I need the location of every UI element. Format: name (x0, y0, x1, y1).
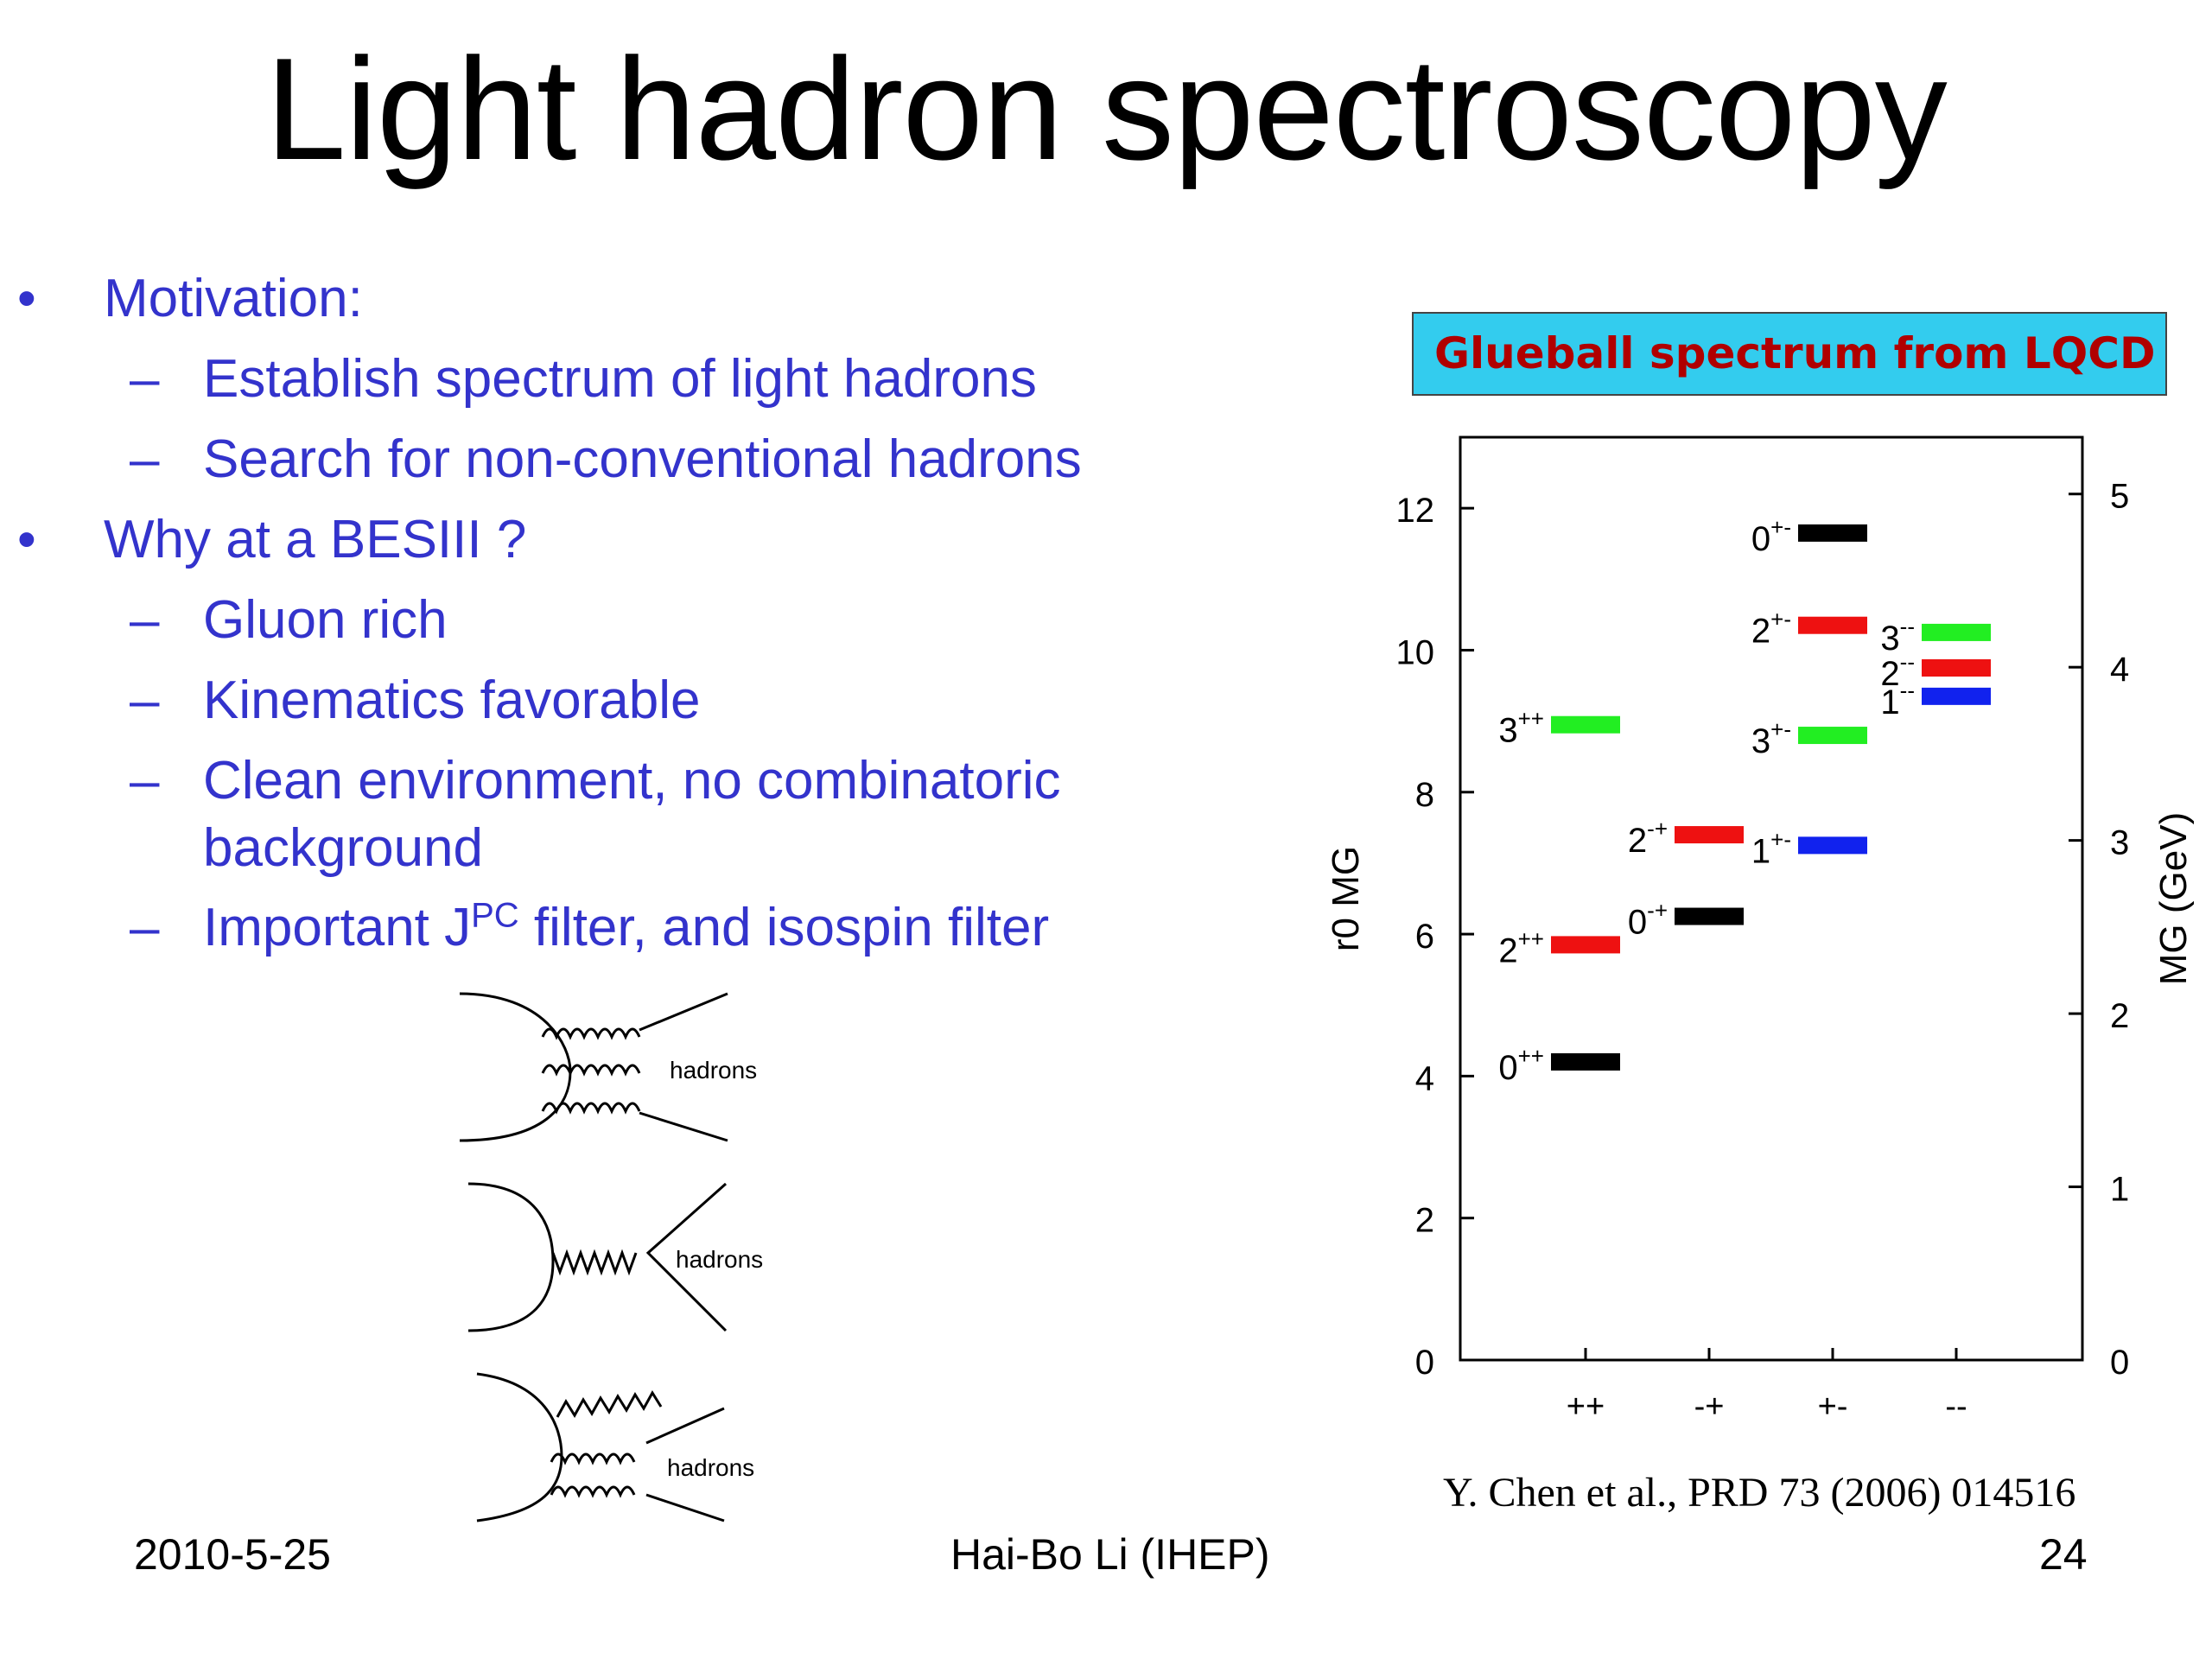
bullet-text: background (203, 818, 484, 878)
right-tick-label: 1 (2110, 1171, 2129, 1209)
bullet-text: Search for non-conventional hadrons (203, 429, 1082, 489)
right-tick-label: 4 (2110, 651, 2129, 689)
glueball-level-bar (1922, 659, 1991, 677)
category-labels: ++ -+ +- -- (1567, 1348, 1967, 1425)
gluon-lines (550, 1452, 636, 1498)
glueball-level-bar (1922, 687, 1991, 705)
outgoing-hadron-lines (645, 1182, 728, 1332)
right-tick-label: 0 (2110, 1344, 2129, 1382)
category-label: ++ (1567, 1389, 1605, 1425)
diagram-three-gluon (459, 992, 728, 1142)
photon-line (556, 1390, 663, 1418)
left-tick-label: 10 (1396, 633, 1435, 671)
outgoing-hadron-lines (645, 1407, 725, 1522)
footer-author: Hai-Bo Li (IHEP) (950, 1530, 1270, 1579)
photon-line (551, 1249, 638, 1276)
level-pc-superscript: +- (1770, 716, 1791, 742)
level-pc-superscript: -+ (1647, 816, 1668, 842)
hadrons-label: hadrons (667, 1454, 754, 1481)
bullet-marker: – (130, 349, 160, 409)
level-pc-superscript: -+ (1647, 898, 1668, 924)
diagram-photon (467, 1182, 728, 1332)
plot-frame (1459, 435, 2084, 1362)
chart-title-box: Glueball spectrum from LQCD (1412, 312, 2167, 396)
level-pc-superscript: +- (1770, 607, 1791, 632)
glueball-level-bar (1551, 1052, 1620, 1071)
glueball-chart: 0 2 4 6 8 10 12 0 1 2 3 4 5 ++ -+ +- -- 0 ++ 2 ++ 3 ++ 0 -+ 2 -… (1325, 435, 2195, 1425)
right-tick-label: 5 (2110, 478, 2129, 516)
hadrons-label: hadrons (670, 1057, 757, 1084)
level-pc-superscript: +- (1770, 514, 1791, 540)
bullet-marker: • (17, 269, 36, 328)
bullet-marker: – (130, 590, 160, 650)
left-axis-label: r0 MG (1325, 846, 1367, 951)
category-label: -+ (1694, 1389, 1725, 1425)
glueball-level-bar (1798, 524, 1867, 542)
left-tick-label: 12 (1396, 492, 1435, 530)
glueball-level-bar (1551, 715, 1620, 734)
incoming-lines (476, 1372, 563, 1522)
left-axis-ticks: 0 2 4 6 8 10 12 (1396, 492, 1474, 1382)
glueball-level-bar (1798, 836, 1867, 855)
right-axis-ticks: 0 1 2 3 4 5 (2069, 478, 2129, 1382)
left-tick-label: 2 (1415, 1202, 1434, 1240)
left-tick-label: 0 (1415, 1344, 1434, 1382)
jpc-superscript: PC (471, 896, 519, 935)
bullet-text: Important JPC filter, and isospin filter (203, 897, 1049, 958)
level-pc-superscript: ++ (1518, 925, 1544, 951)
footer-page-number: 24 (2039, 1530, 2088, 1579)
glueball-level-bar (1922, 623, 1991, 641)
bullet-text: Establish spectrum of light hadrons (203, 349, 1037, 409)
level-pc-superscript: -- (1900, 677, 1915, 703)
glueball-level-bar (1798, 727, 1867, 745)
bullet-marker: – (130, 898, 160, 957)
right-tick-label: 3 (2110, 824, 2129, 862)
slide-title: Light hadron spectroscopy (265, 28, 1948, 190)
left-tick-label: 6 (1415, 918, 1434, 956)
feynman-diagrams: hadrons hadrons hadrons (459, 992, 763, 1522)
category-label: +- (1818, 1389, 1848, 1425)
bullet-marker: – (130, 429, 160, 489)
jpc-text-pre: Important J (203, 898, 472, 957)
right-axis-label: MG (GeV) (2152, 812, 2195, 985)
glueball-level-bar (1675, 907, 1744, 925)
glueball-level-bar (1675, 826, 1744, 844)
gluon-lines (541, 1027, 641, 1115)
diagram-radiative (476, 1372, 725, 1522)
level-pc-superscript: ++ (1518, 1043, 1544, 1069)
left-tick-label: 4 (1415, 1059, 1434, 1097)
right-tick-label: 2 (2110, 997, 2129, 1035)
reference-citation: Y. Chen et al., PRD 73 (2006) 014516 (1443, 1470, 2076, 1516)
level-pc-superscript: -- (1900, 613, 1915, 639)
hadrons-label: hadrons (676, 1246, 763, 1273)
footer-date: 2010-5-25 (134, 1530, 331, 1579)
level-pc-superscript: +- (1770, 826, 1791, 852)
jpc-text-post: filter, and isospin filter (518, 898, 1050, 957)
category-label: -- (1945, 1389, 1967, 1425)
bullet-marker: – (130, 671, 160, 730)
left-tick-label: 8 (1415, 776, 1434, 814)
level-pc-superscript: -- (1900, 649, 1915, 675)
bullet-text: Clean environment, no combinatoric (203, 751, 1061, 810)
bullet-marker: • (17, 510, 36, 569)
bullet-text: Kinematics favorable (203, 671, 701, 730)
level-pc-superscript: ++ (1518, 706, 1544, 732)
bullet-text: Motivation: (104, 269, 363, 328)
bullet-marker: – (130, 751, 160, 810)
glueball-level-bar (1798, 616, 1867, 634)
bullet-text: Why at a BESIII ? (104, 510, 527, 569)
incoming-lines (467, 1182, 555, 1332)
outgoing-hadron-lines (639, 992, 728, 1142)
glueball-level-bar (1551, 936, 1620, 954)
bullet-text: Gluon rich (203, 590, 448, 650)
